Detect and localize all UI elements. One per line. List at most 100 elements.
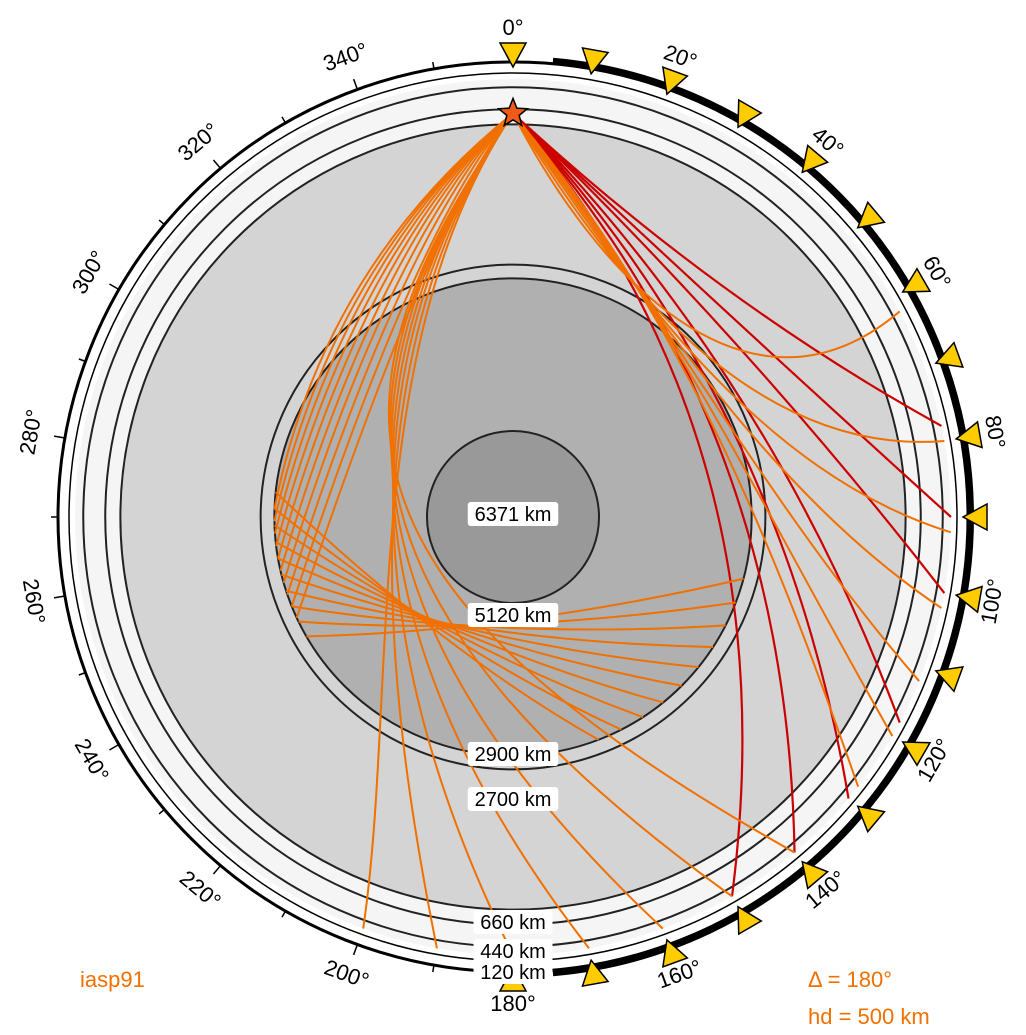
core-ray xyxy=(512,112,945,443)
core-ray xyxy=(290,112,514,607)
depth-label-text: 660 km xyxy=(480,912,546,934)
depth-label-bg xyxy=(473,910,553,934)
station-marker xyxy=(661,66,689,96)
core-ray xyxy=(277,557,682,687)
core-ray xyxy=(512,112,952,534)
source-group xyxy=(496,96,530,128)
tick-mark xyxy=(158,808,165,815)
core-ray xyxy=(282,112,514,584)
tick-mark xyxy=(53,595,66,599)
core-ray xyxy=(275,541,664,704)
core-ray xyxy=(286,112,514,595)
tick-mark xyxy=(158,219,165,226)
direct-ray xyxy=(512,112,942,427)
core-ray xyxy=(273,507,622,731)
core-ray xyxy=(273,524,644,719)
depth-label-5120km: 5120 km xyxy=(467,603,559,627)
core-ray xyxy=(512,112,860,787)
depth-label-text: 2900 km xyxy=(475,744,552,766)
angle-label-320: 320° xyxy=(173,118,224,166)
direct-ray xyxy=(512,112,946,594)
depth-label-2900km: 2900 km xyxy=(467,742,559,766)
station-marker xyxy=(801,144,830,174)
depth-label-6371km: 6371 km xyxy=(467,502,559,526)
direct-ray xyxy=(512,112,796,853)
station-marker xyxy=(581,46,610,76)
depth-label-660km: 660 km xyxy=(473,910,553,934)
tick-mark xyxy=(53,435,66,439)
angle-label-0: 0° xyxy=(502,15,523,40)
angle-label-180: 180° xyxy=(490,991,536,1016)
station-marker xyxy=(856,805,886,834)
model-label: iasp91 xyxy=(80,967,145,992)
tick-mark xyxy=(281,116,287,124)
angle-label-200: 200° xyxy=(321,954,372,993)
angle-label-160: 160° xyxy=(654,954,705,993)
depth-label-text: 440 km xyxy=(480,941,546,963)
direct-ray xyxy=(512,112,901,724)
station-marker xyxy=(661,938,689,968)
depth-label-2700km: 2700 km xyxy=(467,787,559,811)
depth-label-bg xyxy=(467,603,559,627)
station-marker xyxy=(801,860,830,890)
tick-mark xyxy=(78,358,86,363)
core-ray xyxy=(389,112,733,898)
angle-label-220: 220° xyxy=(175,865,226,913)
core-ray xyxy=(512,112,942,609)
tick-mark xyxy=(281,910,287,918)
depth-label-bg xyxy=(473,960,553,984)
core-ray xyxy=(274,491,600,741)
tick-mark xyxy=(352,944,359,956)
station-marker xyxy=(901,267,932,293)
depth-label-120km: 120 km xyxy=(473,960,553,984)
core-ray xyxy=(273,112,514,509)
depth-label-text: 6371 km xyxy=(475,504,552,526)
core-ray xyxy=(291,605,726,631)
tick-mark xyxy=(212,159,222,169)
core-ray xyxy=(512,112,901,359)
tick-mark xyxy=(432,964,435,973)
core-ray xyxy=(512,112,920,682)
station-marker xyxy=(954,585,984,614)
station-marker xyxy=(954,420,984,449)
receiver-stations xyxy=(498,42,988,992)
ray-paths xyxy=(273,112,952,956)
core-ray xyxy=(295,112,514,619)
depth-label-bg xyxy=(467,787,559,811)
station-marker xyxy=(581,958,610,988)
angle-label-340: 340° xyxy=(320,37,371,76)
angle-label-280: 280° xyxy=(14,407,47,456)
depth-label-bg xyxy=(473,939,553,963)
direct-ray xyxy=(512,112,952,518)
distance-label: Δ = 180° xyxy=(808,967,892,992)
tick-mark xyxy=(212,865,222,875)
depth-label-text: 120 km xyxy=(480,962,546,984)
station-marker xyxy=(856,200,886,229)
tick-mark xyxy=(352,78,359,90)
core-ray xyxy=(275,112,514,547)
angle-label-240: 240° xyxy=(70,734,114,786)
station-marker xyxy=(737,905,763,936)
tick-mark xyxy=(109,743,120,751)
core-ray xyxy=(387,112,796,854)
station-marker xyxy=(498,42,528,69)
boundary-2700km xyxy=(259,263,767,771)
station-marker xyxy=(961,502,988,532)
tick-mark xyxy=(432,61,435,70)
angle-label-260: 260° xyxy=(18,577,51,626)
station-marker xyxy=(934,665,964,693)
depth-label-bg xyxy=(467,502,559,526)
tick-mark xyxy=(109,283,120,291)
core-ray xyxy=(362,112,514,929)
depth-label-440km: 440 km xyxy=(473,939,553,963)
angle-label-300: 300° xyxy=(67,246,111,298)
core-ray xyxy=(281,573,699,669)
source-depth-label: hd = 500 km xyxy=(808,1004,930,1029)
depth-label-text: 2700 km xyxy=(475,789,552,811)
depth-label-text: 5120 km xyxy=(475,605,552,627)
tick-mark xyxy=(78,671,86,676)
boundary-660km xyxy=(119,123,907,911)
